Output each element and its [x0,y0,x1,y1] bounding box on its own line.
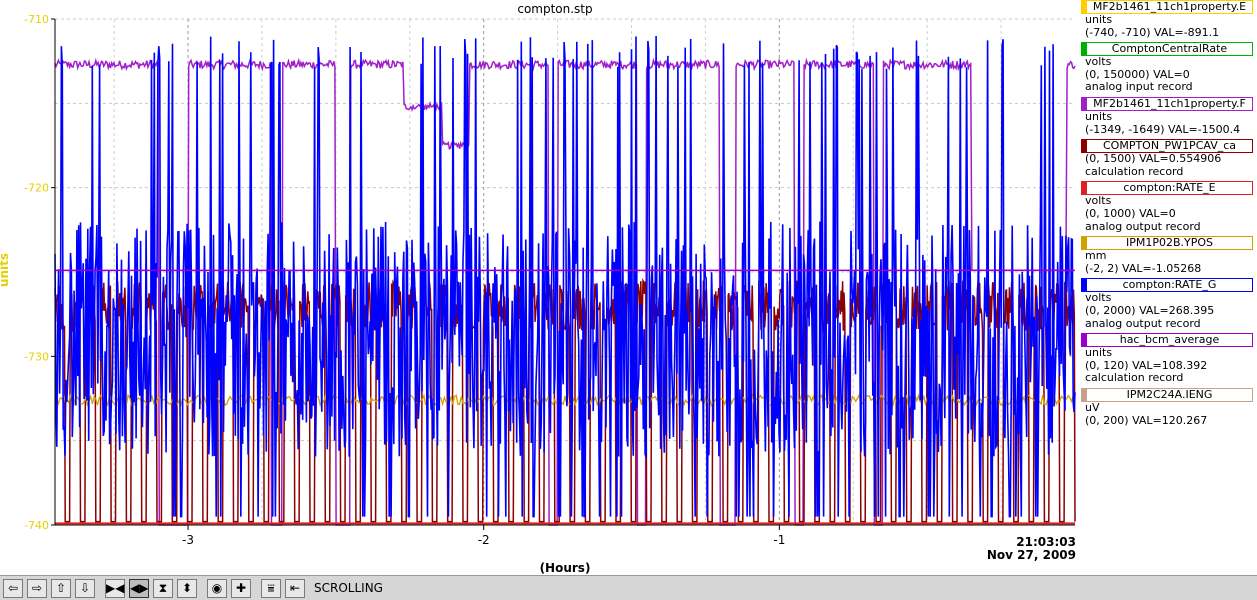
legend-entry[interactable]: compton:RATE_E volts (0, 1000) VAL=0 analog… [1081,181,1253,233]
legend-detail-line: volts [1085,55,1112,69]
legend-entry[interactable]: hac_bcm_average units (0, 120) VAL=108.392… [1081,333,1253,385]
toolbar: ⇦ ⇨ ⇧ ⇩ ▶◀ ◀▶ ⧗ ⬍ ◉ ✚ ⩸ ⇤ SCROLLING [0,575,1257,600]
arrow-up-icon: ⇧ [55,581,67,595]
x-tick-label: -3 [182,533,194,547]
legend-detail-line: volts [1085,194,1112,208]
legend-detail-line: mm [1085,249,1107,263]
legend-series-name[interactable]: MF2b1461_11ch1property.E [1081,0,1253,14]
legend-detail-line: calculation record [1085,164,1184,178]
scroll-to-end-button[interactable]: ⇤ [285,579,305,598]
x-time-label: 21:03:03 [1016,535,1076,549]
legend-series-name[interactable]: IPM2C24A.IENG [1081,388,1253,402]
x-date-label: Nov 27, 2009 [987,548,1076,562]
pan-left-button[interactable]: ⇦ [3,579,23,598]
legend-detail-line: analog output record [1085,219,1201,233]
legend-detail-line: units [1085,346,1113,360]
legend-detail-line: units [1085,13,1113,26]
pan-down-button[interactable]: ⇩ [75,579,95,598]
zoom-out-x-button[interactable]: ◀▶ [129,579,149,598]
legend-series-name[interactable]: COMPTON_PW1PCAV_ca [1081,139,1253,154]
pan-up-button[interactable]: ⇧ [51,579,71,598]
legend-detail-line: (0, 150000) VAL=0 [1085,67,1190,81]
legend-series-name[interactable]: hac_bcm_average [1081,333,1253,348]
legend-series-name[interactable]: compton:RATE_G [1081,278,1253,293]
legend-detail-line: (0, 200) VAL=120.267 [1085,413,1208,427]
y-tick-label: -730 [24,350,49,363]
legend-detail-line: (0, 2000) VAL=268.395 [1085,303,1215,317]
arrow-right-icon: ⇨ [31,581,43,595]
status-text: SCROLLING [314,581,383,595]
center-button[interactable]: ◉ [207,579,227,598]
x-tick-label: -1 [773,533,785,547]
y-tick-label: -710 [24,13,49,26]
plus-icon: ✚ [235,581,247,595]
legend-detail-line: analog output record [1085,316,1201,330]
legend-detail-line: (0, 1500) VAL=0.554906 [1085,152,1222,166]
legend-detail-line: (-2, 2) VAL=-1.05268 [1085,261,1202,275]
y-tick-label: -740 [24,519,49,532]
legend-series-name[interactable]: ComptonCentralRate [1081,42,1253,57]
y-axis: -710 -720 -730 -740 [24,13,55,532]
x-axis-label: (Hours) [540,561,591,575]
target-icon: ◉ [211,581,223,595]
zoom-in-y-icon: ⧗ [158,581,168,595]
x-tick-label: -2 [478,533,490,547]
y-axis-label: units [0,253,11,287]
series-line-compton-rate-g [54,35,1076,518]
legend-entry[interactable]: ComptonCentralRate volts (0, 150000) VAL=0… [1081,42,1253,94]
arrow-left-icon: ⇦ [7,581,19,595]
series-line-compton-pw1pcav [54,277,1076,523]
crosshair-button[interactable]: ✚ [231,579,251,598]
legend-detail-line: (0, 120) VAL=108.392 [1085,358,1208,372]
legend: MF2b1461_11ch1property.E units (-740, -710… [1077,0,1257,575]
chart-plot[interactable]: compton.stp units (Hours) 21:03:03 Nov 2… [0,0,1077,575]
legend-entry[interactable]: MF2b1461_11ch1property.F units (-1349, -16… [1081,97,1253,136]
zoom-in-x-icon: ▶◀ [106,581,125,595]
legend-series-name[interactable]: compton:RATE_E [1081,181,1253,196]
zoom-out-x-icon: ◀▶ [130,581,149,595]
legend-entry[interactable]: compton:RATE_G volts (0, 2000) VAL=268.395… [1081,278,1253,330]
legend-detail-line: volts [1085,291,1112,305]
legend-detail-line: calculation record [1085,371,1184,385]
autoscale-button[interactable]: ⩸ [261,579,281,598]
scroll-end-icon: ⇤ [289,581,301,595]
legend-series-name[interactable]: IPM1P02B.YPOS [1081,236,1253,251]
legend-entry[interactable]: MF2b1461_11ch1property.E units (-740, -710… [1081,0,1253,39]
legend-entry[interactable]: COMPTON_PW1PCAV_ca (0, 1500) VAL=0.554906… [1081,139,1253,178]
chart-title: compton.stp [517,2,592,16]
legend-series-name[interactable]: MF2b1461_11ch1property.F [1081,97,1253,111]
pan-right-button[interactable]: ⇨ [27,579,47,598]
x-axis: -3 -2 -1 [182,525,785,547]
legend-detail-line: (0, 1000) VAL=0 [1085,206,1176,220]
zoom-in-y-button[interactable]: ⧗ [153,579,173,598]
legend-entry[interactable]: IPM1P02B.YPOS mm (-2, 2) VAL=-1.05268 [1081,236,1253,275]
legend-detail-line: uV [1085,401,1100,414]
legend-detail-line: analog input record [1085,80,1193,94]
zoom-out-y-icon: ⬍ [181,581,193,595]
zoom-in-x-button[interactable]: ▶◀ [105,579,125,598]
zoom-out-y-button[interactable]: ⬍ [177,579,197,598]
legend-detail-line: units [1085,110,1113,123]
arrow-down-icon: ⇩ [79,581,91,595]
autoscale-icon: ⩸ [267,581,275,595]
legend-detail-line: (-740, -710) VAL=-891.1 [1085,25,1220,39]
series-layer [54,35,1076,526]
legend-entry[interactable]: IPM2C24A.IENG uV (0, 200) VAL=120.267 [1081,388,1253,427]
y-tick-label: -720 [24,182,49,195]
legend-detail-line: (-1349, -1649) VAL=-1500.4 [1085,122,1241,136]
